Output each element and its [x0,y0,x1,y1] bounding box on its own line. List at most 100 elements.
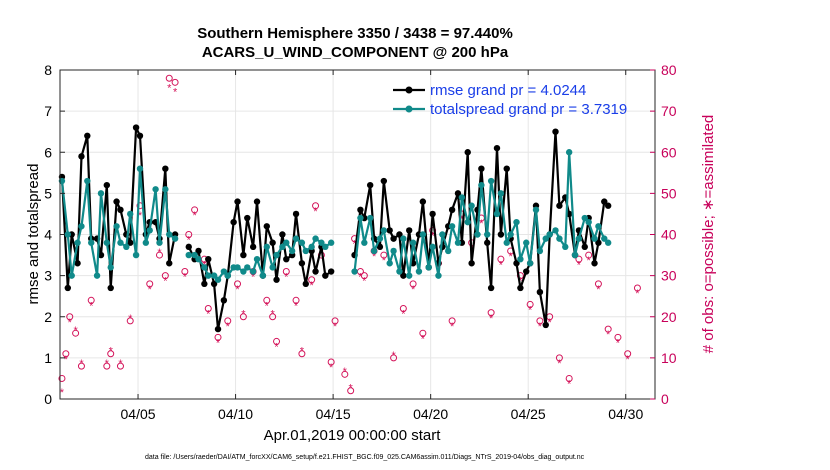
obs-assimilated-marker: * [430,231,435,243]
data-point-rmse [556,202,563,209]
data-point-totalspread [249,268,257,275]
data-point-totalspread [288,247,296,255]
data-point-rmse [298,260,306,267]
obs-assimilated-marker: * [557,358,562,370]
data-point-totalspread [107,264,114,271]
data-point-totalspread [370,247,378,255]
data-point-totalspread [244,264,251,271]
data-point-totalspread [224,272,231,279]
data-point-rmse [390,235,397,242]
y-axis-left: 0 1 2 3 4 5 6 7 8 [44,62,65,407]
data-point-totalspread [415,268,423,275]
obs-assimilated-marker: * [508,251,513,263]
data-point-rmse [166,260,173,267]
obs-possible-marker [87,296,95,304]
data-point-totalspread [366,214,374,222]
data-point-totalspread [439,231,446,238]
data-point-totalspread [595,223,602,230]
data-point-rmse [581,243,588,251]
obs-possible-marker [239,313,247,321]
y-right-tick-label: 80 [661,62,677,78]
data-point-rmse [195,247,202,255]
obs-assimilated-marker: * [192,210,197,222]
obs-possible-marker [72,329,80,337]
data-point-totalspread [146,227,153,234]
obs-possible-marker [107,350,115,358]
obs-assimilated-marker: * [300,346,305,358]
data-point-totalspread [322,243,329,251]
data-point-rmse [113,198,120,205]
data-point-rmse [249,243,257,251]
obs-assimilated-marker: * [358,272,363,284]
x-tick-label: 04/25 [511,406,546,422]
data-point-totalspread [327,239,335,246]
data-point-totalspread [312,235,319,242]
data-point-totalspread [166,231,173,238]
data-point-rmse [279,231,286,238]
x-tick-label: 04/10 [218,406,253,422]
obs-assimilated-marker: * [518,276,523,288]
data-point-totalspread [585,218,592,226]
data-point-rmse [464,149,471,156]
data-point-rmse [205,255,212,263]
y-right-tick-label: 0 [661,391,669,407]
obs-assimilated-marker: * [499,259,504,271]
obs-possible-marker [347,387,355,395]
obs-assimilated-marker: * [538,321,543,333]
obs-assimilated-marker: * [60,387,65,399]
data-point-rmse [487,284,495,292]
data-point-rmse [273,276,280,283]
obs-possible-marker [555,354,563,362]
data-point-rmse [380,177,388,185]
y-right-tick-label: 40 [661,227,677,243]
obs-assimilated-marker: * [79,358,84,370]
legend: rmse grand pr = 4.0244 totalspread grand… [393,82,627,118]
obs-assimilated-marker: * [89,300,94,312]
obs-assimilated-marker: * [105,358,110,370]
obs-possible-marker [282,268,290,276]
data-point-rmse [454,190,462,197]
data-point-totalspread [84,177,91,185]
data-point-totalspread [78,223,85,230]
obs-assimilated-marker: * [596,284,601,296]
data-point-rmse [263,223,270,230]
obs-possible-marker [214,333,222,341]
data-point-totalspread [562,243,569,251]
data-point-rmse [74,260,81,267]
data-point-rmse [127,239,134,246]
x-tick-label: 04/30 [608,406,643,422]
obs-assimilated-marker: * [343,366,348,378]
data-point-rmse [376,243,384,251]
y-tick-label: 5 [44,185,52,201]
data-point-totalspread [298,239,306,246]
data-point-totalspread [400,235,407,242]
data-point-totalspread [103,239,111,246]
obs-assimilated-marker: * [382,255,387,267]
data-point-totalspread [454,239,462,246]
legend-spread-label: totalspread grand pr = 3.7319 [430,101,627,118]
y-tick-label: 7 [44,103,52,119]
obs-assimilated-marker: * [167,82,172,94]
data-point-rmse [327,268,335,275]
data-point-rmse [117,206,124,214]
data-point-totalspread [302,247,310,255]
data-point-totalspread [526,260,534,267]
data-point-rmse [517,284,524,292]
chart-title-line2: ACARS_U_WIND_COMPONENT @ 200 hPa [202,44,509,61]
data-point-rmse [107,284,114,292]
data-point-rmse [240,251,247,259]
obs-assimilated-marker: * [450,321,455,333]
data-point-totalspread [97,190,105,197]
data-point-totalspread [113,223,120,230]
data-point-rmse [484,239,491,246]
obs-assimilated-marker: * [626,354,631,366]
data-point-totalspread [464,218,471,226]
data-point-totalspread [448,223,456,230]
y-right-tick-label: 60 [661,144,677,160]
data-point-rmse [64,284,72,292]
data-point-totalspread [263,243,270,251]
data-point-rmse [503,165,510,172]
data-point-rmse [536,288,544,296]
series-lines [58,124,612,333]
data-point-rmse [493,144,501,152]
